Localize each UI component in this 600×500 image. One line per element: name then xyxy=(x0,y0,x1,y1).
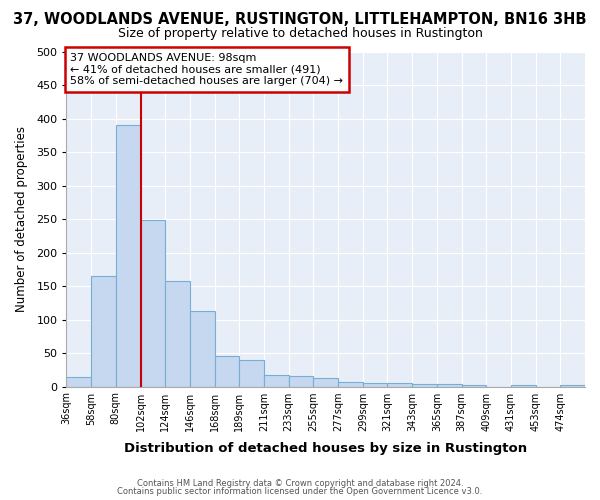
Text: Contains HM Land Registry data © Crown copyright and database right 2024.: Contains HM Land Registry data © Crown c… xyxy=(137,478,463,488)
Bar xyxy=(338,382,363,386)
Bar xyxy=(91,276,116,386)
Bar xyxy=(560,385,585,386)
Bar xyxy=(190,311,215,386)
Text: 37 WOODLANDS AVENUE: 98sqm
← 41% of detached houses are smaller (491)
58% of sem: 37 WOODLANDS AVENUE: 98sqm ← 41% of deta… xyxy=(70,53,343,86)
Bar xyxy=(140,220,165,386)
Bar xyxy=(165,282,190,387)
Bar xyxy=(437,384,461,386)
Bar xyxy=(239,360,264,386)
Bar xyxy=(313,378,338,386)
Bar xyxy=(511,385,536,386)
Bar xyxy=(67,377,91,386)
Text: 37, WOODLANDS AVENUE, RUSTINGTON, LITTLEHAMPTON, BN16 3HB: 37, WOODLANDS AVENUE, RUSTINGTON, LITTLE… xyxy=(13,12,587,28)
Bar xyxy=(461,384,486,386)
Bar xyxy=(363,382,388,386)
Bar xyxy=(388,382,412,386)
Bar xyxy=(289,376,313,386)
Bar xyxy=(264,375,289,386)
Text: Contains public sector information licensed under the Open Government Licence v3: Contains public sector information licen… xyxy=(118,487,482,496)
Bar xyxy=(412,384,437,386)
Bar xyxy=(116,125,140,386)
Text: Size of property relative to detached houses in Rustington: Size of property relative to detached ho… xyxy=(118,28,482,40)
X-axis label: Distribution of detached houses by size in Rustington: Distribution of detached houses by size … xyxy=(124,442,527,455)
Y-axis label: Number of detached properties: Number of detached properties xyxy=(15,126,28,312)
Bar xyxy=(215,356,239,386)
